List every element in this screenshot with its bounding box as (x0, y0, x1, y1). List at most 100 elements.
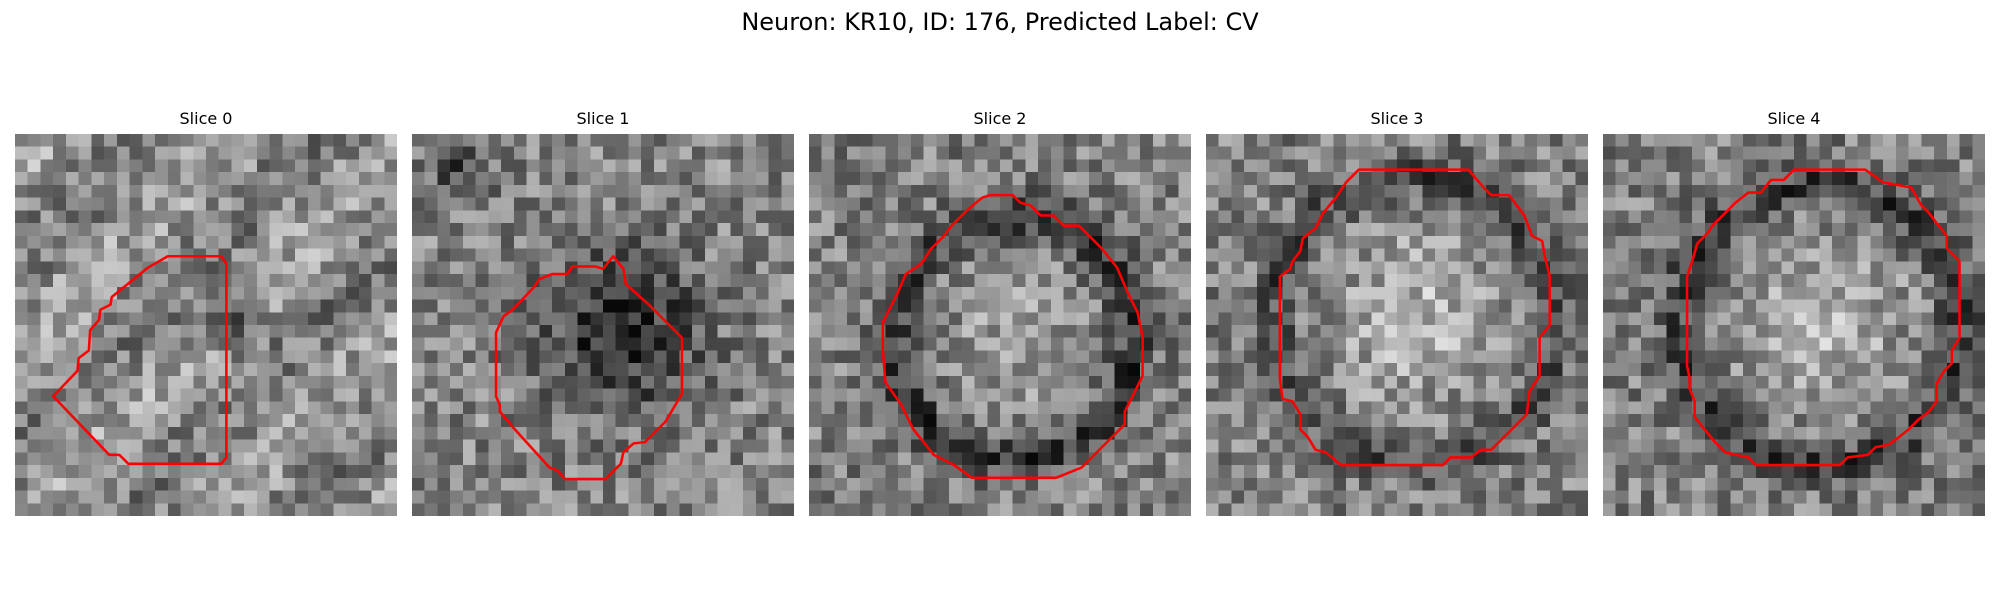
image-pixel (424, 159, 438, 173)
image-pixel (987, 312, 1001, 326)
image-pixel (1152, 286, 1166, 300)
image-pixel (129, 401, 143, 415)
image-pixel (1549, 452, 1563, 466)
image-pixel (1422, 439, 1436, 453)
image-pixel (1038, 286, 1052, 300)
image-pixel (1870, 248, 1884, 262)
image-pixel (1781, 426, 1795, 440)
image-pixel (475, 439, 489, 453)
image-pixel (781, 452, 794, 466)
image-pixel (1307, 261, 1321, 275)
image-pixel (821, 503, 835, 516)
image-pixel (1628, 452, 1642, 466)
image-pixel (1244, 414, 1258, 428)
image-pixel (872, 426, 886, 440)
image-pixel (1794, 503, 1807, 516)
image-pixel (1000, 363, 1013, 377)
image-pixel (231, 223, 245, 237)
image-pixel (1269, 223, 1283, 237)
image-pixel (1730, 223, 1744, 237)
image-pixel (1218, 363, 1232, 377)
image-pixel (244, 452, 258, 466)
image-pixel (142, 503, 156, 516)
image-pixel (1883, 248, 1897, 262)
image-pixel (1486, 452, 1500, 466)
image-pixel (488, 452, 502, 466)
image-pixel (666, 465, 680, 479)
image-pixel (859, 375, 873, 389)
image-pixel (1206, 248, 1219, 262)
image-pixel (307, 426, 321, 440)
image-pixel (949, 503, 963, 516)
image-pixel (1140, 184, 1154, 198)
image-pixel (1537, 197, 1551, 211)
image-pixel (1857, 261, 1871, 275)
image-pixel (1231, 312, 1245, 326)
image-pixel (1781, 223, 1795, 237)
image-pixel (244, 426, 258, 440)
image-pixel (15, 363, 28, 377)
image-pixel (1641, 375, 1655, 389)
image-pixel (1844, 375, 1858, 389)
image-pixel (193, 261, 207, 275)
image-pixel (104, 274, 118, 288)
image-pixel (1333, 477, 1347, 491)
image-pixel (1025, 197, 1039, 211)
image-pixel (730, 452, 744, 466)
image-pixel (1549, 210, 1563, 224)
image-pixel (1946, 426, 1960, 440)
image-pixel (717, 261, 731, 275)
image-pixel (1486, 375, 1500, 389)
image-pixel (717, 184, 731, 198)
image-pixel (167, 477, 181, 491)
image-pixel (834, 172, 848, 186)
image-pixel (1692, 184, 1706, 198)
image-pixel (371, 261, 385, 275)
image-pixel (1628, 197, 1642, 211)
image-pixel (603, 363, 616, 377)
image-pixel (1653, 146, 1667, 160)
image-pixel (1140, 299, 1154, 313)
image-pixel (590, 134, 604, 147)
image-pixel (628, 490, 642, 504)
image-pixel (1063, 325, 1077, 338)
image-pixel (1000, 337, 1013, 351)
image-pixel (437, 350, 451, 364)
image-pixel (539, 375, 553, 389)
image-pixel (615, 172, 629, 186)
image-pixel (1768, 299, 1782, 313)
image-pixel (501, 350, 515, 364)
image-pixel (231, 426, 245, 440)
image-pixel (641, 197, 655, 211)
image-pixel (781, 197, 794, 211)
image-pixel (1358, 426, 1372, 440)
image-pixel (1575, 223, 1588, 237)
image-pixel (704, 184, 718, 198)
image-pixel (1269, 184, 1283, 198)
image-pixel (307, 134, 321, 147)
image-pixel (1562, 286, 1576, 300)
image-pixel (834, 490, 848, 504)
image-pixel (615, 465, 629, 479)
image-pixel (1562, 172, 1576, 186)
image-pixel (1549, 375, 1563, 389)
image-pixel (1050, 439, 1064, 453)
image-pixel (78, 439, 92, 453)
image-pixel (859, 197, 873, 211)
image-pixel (1832, 299, 1846, 313)
image-pixel (1282, 465, 1296, 479)
image-pixel (859, 299, 873, 313)
image-pixel (781, 210, 794, 224)
image-pixel (1755, 172, 1769, 186)
image-pixel (104, 477, 118, 491)
image-pixel (1140, 248, 1154, 262)
image-pixel (692, 197, 706, 211)
image-pixel (1794, 261, 1807, 275)
image-pixel (450, 286, 464, 300)
image-pixel (167, 159, 181, 173)
image-pixel (1140, 134, 1154, 147)
image-pixel (1666, 223, 1680, 237)
image-pixel (1447, 274, 1461, 288)
image-pixel (1575, 172, 1588, 186)
image-pixel (1806, 299, 1820, 313)
